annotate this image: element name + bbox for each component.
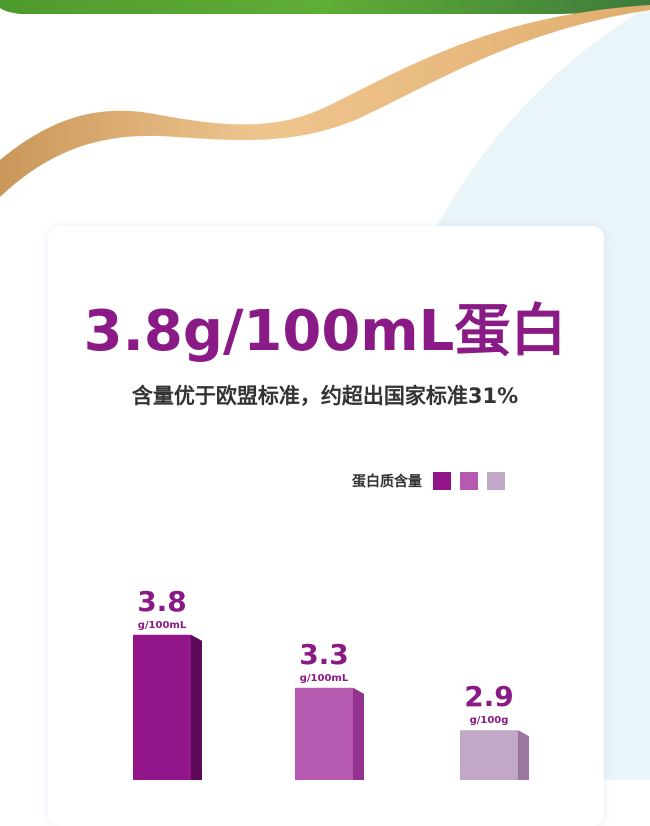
grass-banner [0,0,650,14]
bar-side [191,634,202,780]
bar-chart: 3.8 g/100mL 3.3 g/100mL 2.9 g/100g [133,585,529,780]
bar [460,730,518,780]
subtitle: 含量优于欧盟标准，约超出国家标准31% [131,384,519,408]
bar-side [518,730,529,780]
headline: 3.8g/100mL蛋白 [83,299,567,364]
bar-unit-label: g/100mL [300,673,349,684]
legend-label: 蛋白质含量 [352,474,422,490]
legend-swatch-2 [460,472,478,490]
bar-value-label: 3.8 [137,585,187,618]
bar-unit-label: g/100g [470,715,509,726]
bar [133,634,191,780]
bar-value-label: 2.9 [464,680,514,713]
bar-side [353,687,364,780]
legend-swatch-3 [487,472,505,490]
bar [295,687,353,780]
gold-ribbon [0,5,650,197]
chart-legend: 蛋白质含量 [352,471,505,491]
bar-unit-label: g/100mL [138,620,187,631]
bar-value-label: 3.3 [299,638,349,671]
legend-swatch-1 [433,472,451,490]
